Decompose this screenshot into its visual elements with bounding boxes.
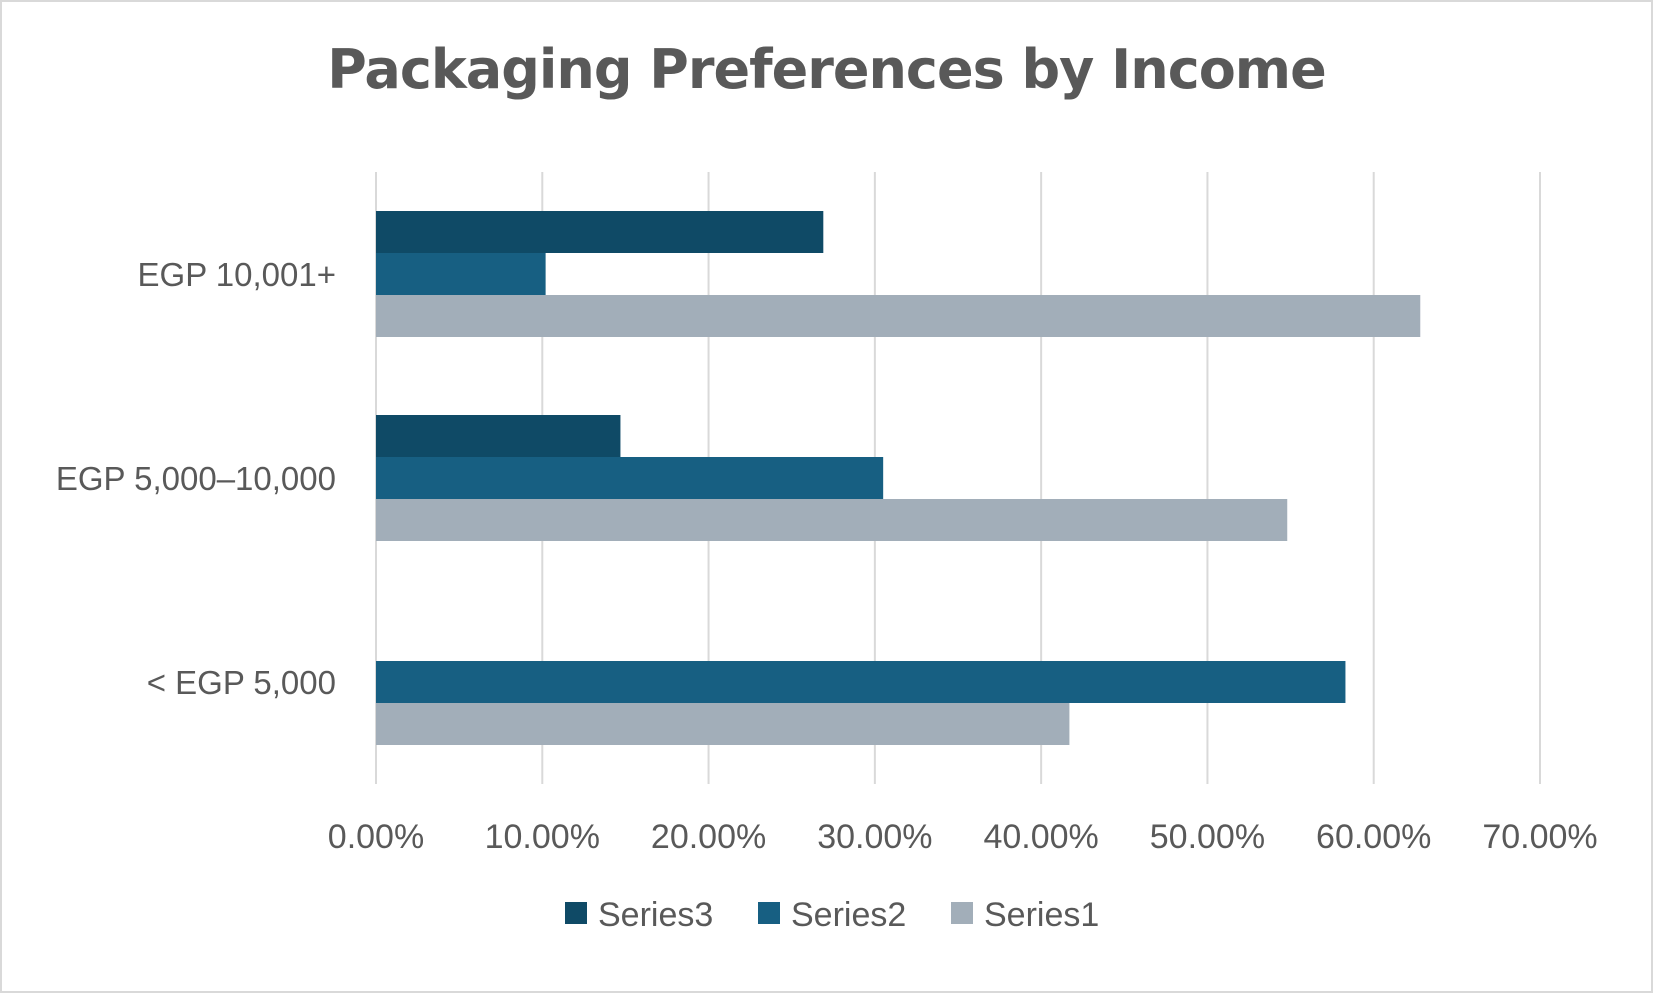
bar-series1: [376, 703, 1070, 745]
legend-swatch: [951, 902, 973, 924]
bar-series2: [376, 457, 884, 499]
x-tick-label: 70.00%: [1482, 818, 1597, 856]
legend-swatch: [758, 902, 780, 924]
bar-series1: [376, 295, 1421, 337]
legend-swatch: [565, 902, 587, 924]
legend-label: Series2: [791, 896, 906, 934]
bar-series1: [376, 499, 1288, 541]
x-tick-label: 50.00%: [1150, 818, 1265, 856]
x-tick-label: 10.00%: [485, 818, 600, 856]
category-label: < EGP 5,000: [147, 664, 336, 701]
x-tick-label: 0.00%: [328, 818, 424, 856]
category-label: EGP 10,001+: [138, 256, 336, 293]
legend-label: Series1: [984, 896, 1099, 934]
x-tick-label: 30.00%: [817, 818, 932, 856]
bar-series2: [376, 253, 546, 295]
x-tick-label: 20.00%: [651, 818, 766, 856]
bar-series3: [376, 211, 824, 253]
legend-label: Series3: [598, 896, 713, 934]
x-tick-label: 60.00%: [1316, 818, 1431, 856]
bar-series3: [376, 415, 621, 457]
category-label: EGP 5,000–10,000: [56, 460, 336, 497]
x-tick-label: 40.00%: [983, 818, 1098, 856]
bar-series2: [376, 661, 1346, 703]
chart-title: Packaging Preferences by Income: [327, 38, 1326, 101]
